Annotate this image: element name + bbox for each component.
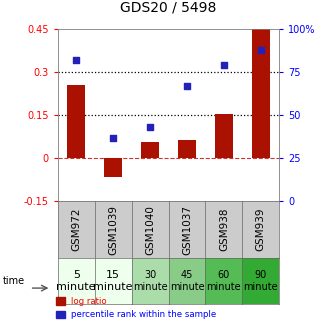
Point (147, 125, 153, 130)
Bar (178, 140, 196, 158)
Point (184, 83, 189, 89)
Point (74, 58, 79, 63)
Text: 30
minute: 30 minute (133, 270, 167, 292)
Point (110, 135, 116, 140)
Text: 15
minute: 15 minute (93, 270, 133, 292)
Legend: log ratio, percentile rank within the sample: log ratio, percentile rank within the sa… (52, 294, 220, 323)
Text: 5
minute: 5 minute (56, 270, 96, 292)
Bar (215, 114, 233, 158)
Point (258, 47, 263, 53)
Text: GSM972: GSM972 (71, 208, 81, 251)
Bar (67, 85, 85, 158)
Text: GSM938: GSM938 (219, 208, 229, 251)
Bar (252, 28, 270, 158)
Text: GDS20 / 5498: GDS20 / 5498 (120, 1, 217, 15)
Bar (141, 143, 159, 158)
Text: 45
minute: 45 minute (170, 270, 204, 292)
Text: GSM939: GSM939 (256, 208, 266, 251)
Text: GSM1039: GSM1039 (108, 205, 118, 255)
Point (221, 63, 226, 68)
Text: time: time (3, 276, 25, 286)
Text: 60
minute: 60 minute (207, 270, 241, 292)
Text: GSM1040: GSM1040 (145, 205, 155, 255)
Bar (104, 158, 122, 177)
Text: GSM1037: GSM1037 (182, 205, 192, 255)
Text: 90
minute: 90 minute (244, 270, 278, 292)
